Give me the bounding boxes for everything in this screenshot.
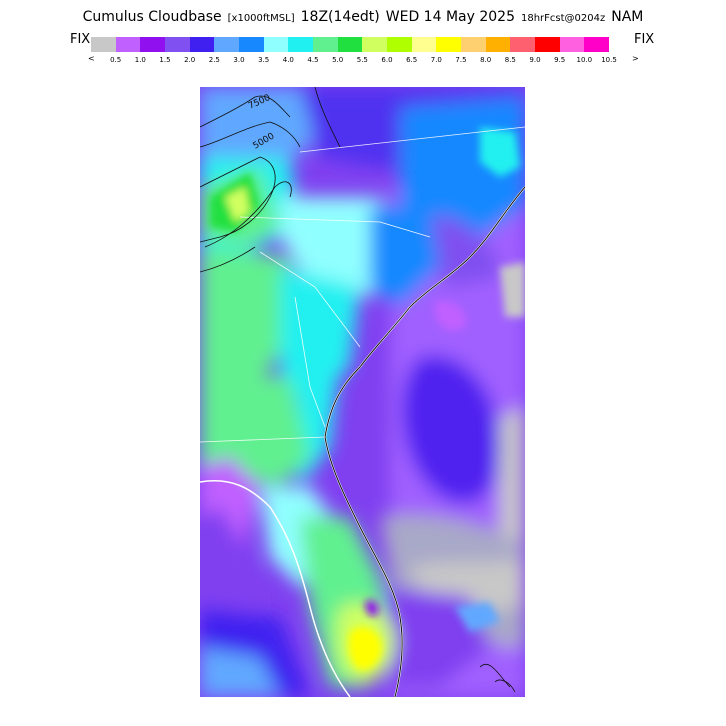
- legend-tick-label: 2.5: [208, 56, 220, 64]
- legend-tick-label: 0.5: [110, 56, 122, 64]
- legend-fix-left: FIX: [70, 32, 91, 47]
- legend-tick-label: 3.0: [233, 56, 245, 64]
- units-label: [x1000ftMSL]: [227, 13, 295, 24]
- legend-tick-label: 4.0: [282, 56, 294, 64]
- legend-swatch: [313, 37, 338, 52]
- color-legend: [91, 37, 610, 52]
- legend-tick-label: 2.0: [184, 56, 196, 64]
- coastline-outline: [324, 186, 525, 697]
- state-borders: [200, 126, 525, 443]
- map-canvas: 7500 5000: [200, 87, 525, 697]
- legend-swatch: [510, 37, 536, 52]
- legend-swatch: [115, 37, 141, 52]
- legend-tick-label: 10.0: [576, 56, 593, 64]
- forecast-label: 18hrFcst@0204z: [520, 13, 606, 24]
- legend-swatch: [263, 37, 289, 52]
- legend-swatch: [411, 37, 437, 52]
- legend-tick-label: 8.0: [480, 56, 492, 64]
- legend-tick-label: 6.5: [406, 56, 418, 64]
- legend-tick-label: 9.5: [554, 56, 566, 64]
- valid-time: 18Z(14edt): [300, 9, 380, 25]
- legend-swatch: [559, 37, 585, 52]
- model-name: NAM: [611, 9, 644, 25]
- legend-swatch: [288, 37, 314, 52]
- gulf-coastline: [200, 480, 351, 697]
- legend-swatch: [165, 37, 190, 52]
- legend-swatch: [337, 37, 363, 52]
- legend-swatch: [362, 37, 388, 52]
- legend-swatch: [140, 37, 166, 52]
- legend-swatch: [584, 37, 610, 52]
- legend-tick-label: 3.5: [258, 56, 270, 64]
- legend-tick-label: 4.5: [307, 56, 319, 64]
- legend-swatch: [387, 37, 412, 52]
- legend-tick-label: 6.0: [381, 56, 393, 64]
- legend-ticks: 0.5 1.0 1.5 2.0 2.5 3.0 3.5 4.0 4.5 5.0 5.5 6.0 6.5 7…: [91, 56, 617, 66]
- legend-swatch: [214, 37, 240, 52]
- legend-swatch: [436, 37, 462, 52]
- legend-tick-label: 7.5: [455, 56, 467, 64]
- legend-tick-label: 9.0: [529, 56, 541, 64]
- contour-lines: [200, 87, 516, 693]
- legend-tick-label: 1.5: [159, 56, 171, 64]
- legend-swatch: [91, 37, 116, 52]
- legend-swatch: [239, 37, 264, 52]
- product-name: Cumulus Cloudbase: [82, 9, 222, 25]
- legend-swatch: [461, 37, 486, 52]
- legend-fix-right: FIX: [634, 32, 655, 47]
- legend-tick-label: 5.0: [332, 56, 344, 64]
- legend-tick-label: 5.5: [356, 56, 368, 64]
- legend-swatch: [485, 37, 511, 52]
- legend-less-symbol: <: [88, 54, 95, 63]
- legend-more-symbol: >: [632, 54, 639, 63]
- valid-date: WED 14 May 2025: [385, 9, 515, 25]
- legend-tick-label: 7.0: [430, 56, 442, 64]
- legend-swatch: [189, 37, 215, 52]
- legend-tick-label: 10.5: [601, 56, 617, 64]
- map-title: Cumulus Cloudbase [x1000ftMSL] 18Z(14edt…: [0, 9, 726, 29]
- legend-tick-label: 8.5: [504, 56, 516, 64]
- forecast-map: 7500 5000: [200, 87, 525, 697]
- legend-swatch: [535, 37, 560, 52]
- legend-tick-label: 1.0: [134, 56, 146, 64]
